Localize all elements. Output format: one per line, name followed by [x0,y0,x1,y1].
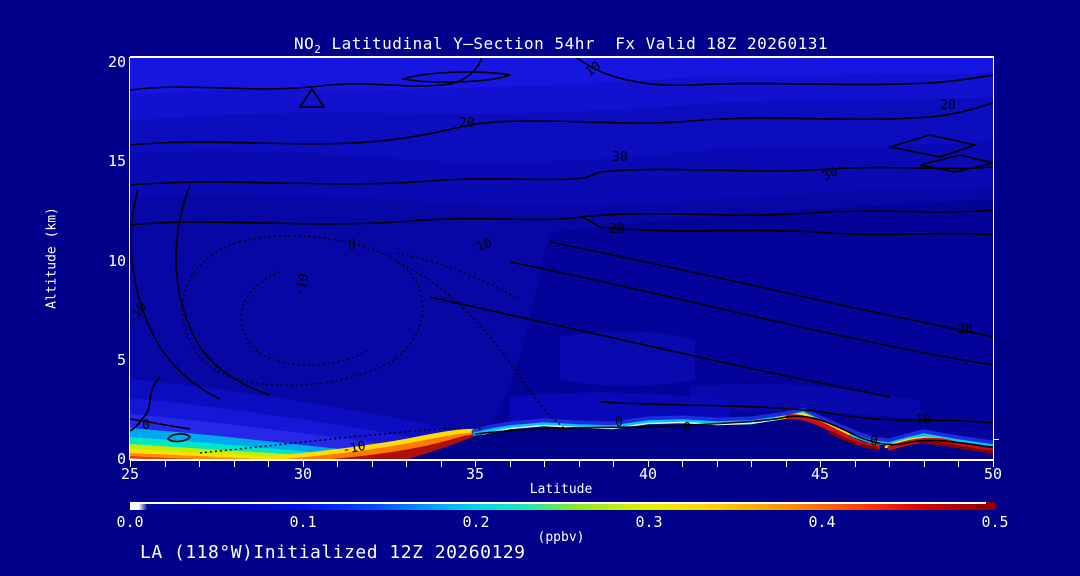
x-axis-tick-mark [579,461,580,467]
contour-label: 20 [459,116,475,131]
init-info-text: LA (118°W)Initialized 12Z 20260129 [140,542,526,563]
cross-section-plot: 20 20 10 30 30 20 20 10 0 0 0 0 -10 -10 … [130,57,993,460]
x-axis-tick-mark [648,461,649,467]
contour-label: 20 [609,222,625,237]
contour-label: 10 [474,236,494,255]
y-tick-label: 15 [107,152,126,170]
contour-label: 10 [915,413,931,428]
x-axis-tick-mark [303,461,304,467]
colorbar-tick-label: 0.5 [981,513,1009,531]
y-tick-label: 0 [116,450,126,468]
x-axis-tick-mark [544,461,545,467]
x-axis-title: Latitude [529,482,593,497]
contour-label: 0 [142,418,150,433]
x-axis-tick-mark [924,461,925,467]
plot-bottom-axis-line [130,459,994,461]
contour-label: -10 [341,439,367,459]
x-tick-label: 35 [465,465,485,483]
colorbar-units-label: (ppbv) [537,530,585,545]
contour-label: 30 [820,164,841,184]
x-tick-label: 45 [810,465,830,483]
colorbar-tick-label: 0.4 [808,513,836,531]
x-tick-label: 25 [120,465,140,483]
x-axis-tick-mark [820,461,821,467]
colorbar-tick-label: 0.1 [289,513,317,531]
plot-left-axis-line [129,57,130,460]
x-axis-tick-mark [786,461,787,467]
x-axis-tick-mark [475,461,476,467]
contour-label: 20 [940,98,956,113]
x-axis-tick-mark [889,461,890,467]
x-axis-tick-mark [406,461,407,467]
plot-top-axis-line [130,56,994,58]
contour-label: -10 [292,272,313,299]
x-axis-tick-mark [130,461,131,467]
overlay-contour-lines [130,57,993,454]
x-axis-tick-mark [993,461,994,467]
x-axis-tick-mark [613,461,614,467]
y-tick-label: 10 [107,252,126,270]
no2-fill-layer [130,57,993,460]
plot-right-axis-line [993,57,994,460]
x-axis-tick-mark [855,461,856,467]
x-tick-label: 40 [638,465,658,483]
terrain-silhouette [406,415,993,460]
contour-label: 0 [615,415,623,430]
y-tick-label: 20 [107,53,126,71]
x-axis-tick-mark [234,461,235,467]
colorbar-tick-label: 0.3 [635,513,663,531]
colorbar-top-line [130,502,986,504]
y-tick-label: 5 [116,351,126,369]
colorbar [130,502,996,510]
page-title: NO2 Latitudinal Y—Section 54hr Fx Valid … [293,34,829,57]
y-axis-title: Altitude (km) [44,207,60,309]
x-axis-tick-mark [337,461,338,467]
right-axis-tick-mark [994,439,999,440]
contour-label: 0 [348,238,356,253]
contour-labels-group: 20 20 10 30 30 20 20 10 0 0 0 0 -10 -10 … [130,59,973,458]
x-axis-tick-mark [682,461,683,467]
colorbar-tick-label: 0.0 [116,513,144,531]
x-axis-tick-mark [510,461,511,467]
x-axis-tick-mark [268,461,269,467]
contour-label: 0 [683,421,691,436]
contour-label: 30 [612,150,628,165]
x-axis-tick-mark [717,461,718,467]
x-tick-label: 30 [293,465,313,483]
contour-label: 20 [957,322,973,337]
x-axis-tick-mark [165,461,166,467]
x-axis-tick-mark [958,461,959,467]
x-axis-tick-mark [441,461,442,467]
negative-contour-lines [181,235,566,454]
x-tick-label: 50 [983,465,1003,483]
x-axis-tick-mark [751,461,752,467]
contour-label: 10 [583,59,604,80]
x-axis-tick-mark [372,461,373,467]
contour-label: 0 [870,434,878,449]
colorbar-tick-label: 0.2 [462,513,490,531]
x-axis-tick-mark [199,461,200,467]
